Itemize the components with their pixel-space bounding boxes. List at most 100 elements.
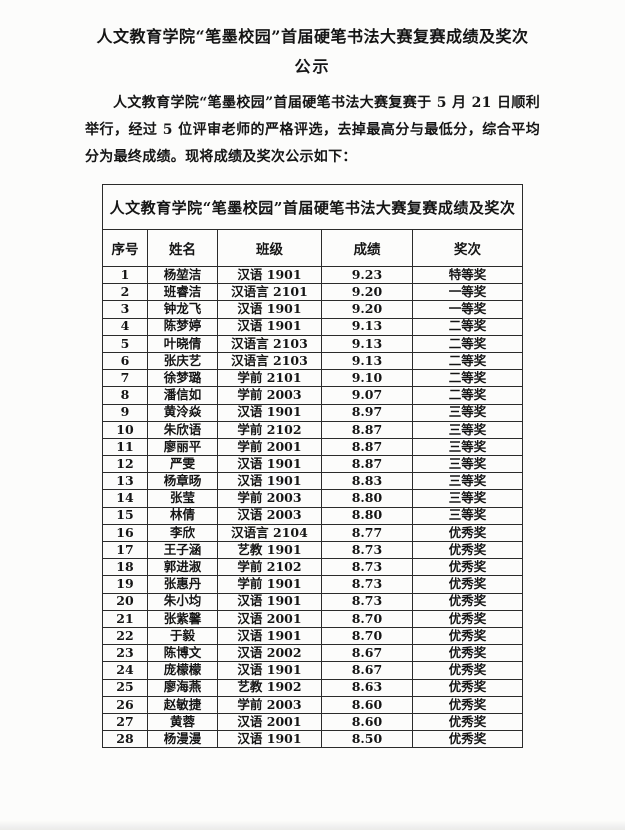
cell-index: 17 [101, 540, 148, 560]
table-row: 10 朱欣语 学前 2102 8.87 三等奖 [101, 420, 524, 439]
table-row: 22 于毅 汉语 1901 8.70 优秀奖 [101, 626, 524, 646]
cell-class: 汉语 1901 [216, 317, 322, 336]
cell-award: 三等奖 [411, 455, 524, 474]
table-row: 24 庞檬檬 汉语 1901 8.67 优秀奖 [101, 661, 524, 680]
cell-award: 二等奖 [411, 351, 524, 371]
cell-class: 学前 2101 [216, 369, 322, 388]
cell-score: 8.73 [320, 575, 413, 594]
cell-name: 徐梦璐 [146, 369, 218, 388]
cell-class: 汉语 1901 [216, 265, 322, 285]
cell-score: 9.13 [320, 351, 413, 371]
cell-score: 8.87 [320, 420, 413, 439]
table-row: 19 张惠丹 学前 1901 8.73 优秀奖 [101, 575, 524, 594]
results-table-body: 1 杨堃洁 汉语 1901 9.23 特等奖 2 班睿洁 汉语言 2101 9.20 一等奖 3 钟龙… [101, 265, 524, 749]
table-row: 21 张紫馨 汉语 2001 8.70 优秀奖 [101, 609, 524, 628]
cell-name: 郭进淑 [146, 558, 218, 577]
table-row: 28 杨漫漫 汉语 1901 8.50 优秀奖 [101, 730, 524, 749]
document-subtitle: 公示 [294, 57, 331, 76]
cell-name: 张紫馨 [146, 609, 218, 628]
cell-score: 8.63 [320, 678, 413, 697]
cell-class: 学前 2102 [216, 558, 322, 577]
table-row: 2 班睿洁 汉语言 2101 9.20 一等奖 [101, 283, 524, 302]
cell-score: 8.97 [320, 403, 413, 422]
cell-name: 林倩 [146, 506, 218, 525]
cell-award: 优秀奖 [411, 626, 524, 646]
cell-class: 汉语 2001 [216, 712, 322, 732]
cell-award: 优秀奖 [411, 712, 524, 732]
cell-name: 班睿洁 [146, 283, 218, 302]
cell-index: 3 [101, 300, 148, 319]
cell-award: 二等奖 [411, 334, 524, 353]
cell-name: 庞檬檬 [146, 661, 218, 680]
cell-score: 8.67 [320, 661, 413, 680]
cell-name: 钟龙飞 [146, 300, 218, 319]
cell-score: 9.13 [320, 317, 413, 336]
cell-score: 9.23 [320, 265, 413, 285]
cell-score: 8.60 [320, 712, 413, 732]
document-page: 人文教育学院“笔墨校园”首届硬笔书法大赛复赛成绩及奖次 公示 人文教育学院“笔墨… [85, 27, 540, 749]
cell-class: 汉语言 2104 [216, 523, 322, 543]
table-caption-row: 人文教育学院“笔墨校园”首届硬笔书法大赛复赛成绩及奖次 [101, 184, 524, 230]
cell-name: 朱欣语 [146, 420, 218, 439]
cell-award: 优秀奖 [411, 540, 524, 560]
table-row: 15 林倩 汉语 2003 8.80 三等奖 [101, 506, 524, 525]
cell-class: 汉语 1901 [216, 300, 322, 319]
table-row: 8 潘信如 学前 2003 9.07 二等奖 [101, 386, 524, 405]
cell-class: 艺教 1901 [216, 540, 322, 560]
column-header-name: 姓名 [146, 229, 218, 267]
table-row: 12 严雯 汉语 1901 8.87 三等奖 [101, 455, 524, 474]
cell-name: 张惠丹 [146, 575, 218, 594]
cell-score: 8.50 [320, 730, 413, 749]
table-row: 26 赵敏捷 学前 2003 8.60 优秀奖 [101, 695, 524, 714]
cell-index: 1 [101, 265, 148, 285]
column-header-class: 班级 [216, 229, 322, 267]
table-row: 5 叶晓倩 汉语言 2103 9.13 二等奖 [101, 334, 524, 353]
cell-award: 一等奖 [411, 300, 524, 319]
table-row: 23 陈博文 汉语 2002 8.67 优秀奖 [101, 644, 524, 663]
cell-score: 8.70 [320, 609, 413, 628]
cell-score: 8.67 [320, 644, 413, 663]
cell-name: 杨堃洁 [146, 265, 218, 285]
cell-class: 学前 2102 [216, 420, 322, 439]
cell-award: 三等奖 [411, 437, 524, 457]
table-row: 11 廖丽平 学前 2001 8.87 三等奖 [101, 437, 524, 457]
cell-name: 廖海燕 [146, 678, 218, 697]
cell-award: 优秀奖 [411, 575, 524, 594]
cell-score: 9.13 [320, 334, 413, 353]
cell-index: 15 [101, 506, 148, 525]
cell-class: 汉语 2003 [216, 506, 322, 525]
cell-score: 9.10 [320, 369, 413, 388]
cell-name: 朱小均 [146, 592, 218, 611]
cell-index: 23 [101, 644, 148, 663]
cell-name: 李欣 [146, 523, 218, 543]
cell-index: 11 [101, 437, 148, 457]
column-header-award: 奖次 [411, 229, 524, 267]
cell-name: 于毅 [146, 626, 218, 646]
results-table: 人文教育学院“笔墨校园”首届硬笔书法大赛复赛成绩及奖次 序号 姓名 班级 成绩 … [101, 184, 524, 749]
cell-index: 4 [101, 317, 148, 336]
cell-class: 汉语 1901 [216, 626, 322, 646]
cell-name: 潘信如 [146, 386, 218, 405]
cell-award: 优秀奖 [411, 730, 524, 749]
cell-index: 20 [101, 592, 148, 611]
cell-class: 汉语 1901 [216, 730, 322, 749]
table-row: 1 杨堃洁 汉语 1901 9.23 特等奖 [101, 265, 524, 285]
cell-award: 三等奖 [411, 489, 524, 508]
table-row: 6 张庆艺 汉语言 2103 9.13 二等奖 [101, 351, 524, 371]
cell-award: 优秀奖 [411, 558, 524, 577]
table-row: 4 陈梦婷 汉语 1901 9.13 二等奖 [101, 317, 524, 336]
cell-award: 三等奖 [411, 403, 524, 422]
cell-award: 优秀奖 [411, 644, 524, 663]
cell-score: 8.73 [320, 558, 413, 577]
cell-name: 赵敏捷 [146, 695, 218, 714]
cell-index: 12 [101, 455, 148, 474]
table-row: 20 朱小均 汉语 1901 8.73 优秀奖 [101, 592, 524, 611]
table-row: 17 王子涵 艺教 1901 8.73 优秀奖 [101, 540, 524, 560]
cell-class: 艺教 1902 [216, 678, 322, 697]
table-caption: 人文教育学院“笔墨校园”首届硬笔书法大赛复赛成绩及奖次 [101, 184, 524, 230]
cell-award: 特等奖 [411, 265, 524, 285]
column-header-row: 序号 姓名 班级 成绩 奖次 [101, 229, 524, 267]
cell-award: 三等奖 [411, 472, 524, 491]
cell-index: 25 [101, 678, 148, 697]
cell-name: 叶晓倩 [146, 334, 218, 353]
